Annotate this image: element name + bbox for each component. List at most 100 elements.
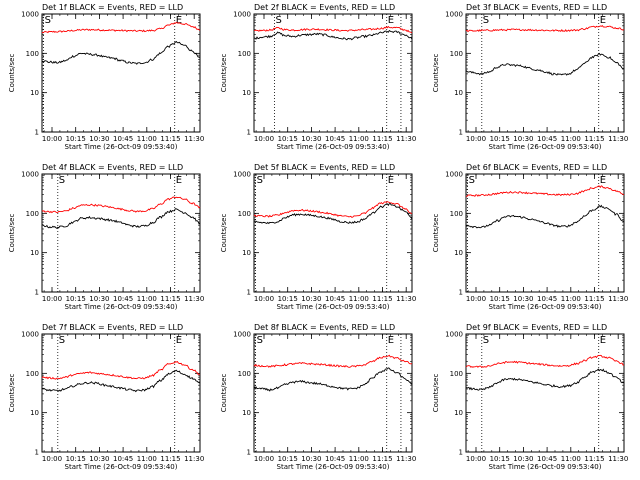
x-tick-label: 10:00	[42, 135, 62, 143]
events-series-line	[465, 52, 625, 76]
plot-frame	[253, 13, 413, 133]
x-axis-label: Start Time (26-Oct-09 09:53:40)	[65, 143, 178, 151]
x-axis: 10:00 10:15 10:30 10:45 11:00 11:15 11:30 Start…	[42, 334, 204, 471]
panel-det-5f: Det 5f BLACK = Events, RED = LLD 1 10 100 10…	[220, 163, 416, 311]
x-tick-label: 10:00	[466, 455, 486, 463]
x-tick-label: 10:15	[490, 295, 510, 303]
y-tick-label: 10	[242, 409, 251, 417]
y-tick-label: 10	[242, 249, 251, 257]
panel-title: Det 2f BLACK = Events, RED = LLD	[254, 3, 395, 12]
panel-title: Det 9f BLACK = Events, RED = LLD	[466, 323, 607, 332]
x-axis-label: Start Time (26-Oct-09 09:53:40)	[489, 463, 602, 471]
y-tick-label: 100	[26, 210, 39, 218]
y-axis: 1 10 100 1000 Counts/sec	[432, 331, 624, 457]
events-series-line	[465, 204, 625, 229]
plot-frame	[253, 333, 413, 453]
x-axis-label: Start Time (26-Oct-09 09:53:40)	[489, 303, 602, 311]
x-tick-label: 11:15	[584, 135, 604, 143]
x-tick-label: 10:15	[66, 455, 86, 463]
marker-label-S: S	[483, 15, 489, 26]
y-tick-label: 1	[247, 289, 251, 297]
x-tick-label: 10:45	[113, 295, 133, 303]
y-tick-label: 10	[454, 409, 463, 417]
x-tick-label: 10:30	[301, 295, 321, 303]
x-tick-label: 10:15	[278, 295, 298, 303]
panel-title: Det 3f BLACK = Events, RED = LLD	[466, 3, 607, 12]
y-axis: 1 10 100 1000 Counts/sec	[432, 11, 624, 137]
x-axis-label: Start Time (26-Oct-09 09:53:40)	[277, 303, 390, 311]
y-tick-label: 1000	[445, 11, 463, 19]
y-tick-label: 1	[459, 449, 463, 457]
y-tick-label: 100	[238, 370, 251, 378]
y-axis: 1 10 100 1000 Counts/sec	[432, 171, 624, 297]
x-tick-label: 10:00	[42, 455, 62, 463]
marker-label-S: S	[469, 175, 475, 186]
y-axis: 1 10 100 1000 Counts/sec	[220, 331, 412, 457]
x-tick-label: 10:30	[513, 135, 533, 143]
x-axis-label: Start Time (26-Oct-09 09:53:40)	[489, 143, 602, 151]
y-tick-label: 100	[450, 50, 463, 58]
y-axis-label: Counts/sec	[8, 54, 16, 93]
x-tick-label: 10:00	[254, 135, 274, 143]
y-tick-label: 100	[26, 370, 39, 378]
x-tick-label: 11:30	[184, 455, 204, 463]
x-tick-label: 10:15	[490, 455, 510, 463]
x-tick-label: 10:45	[113, 135, 133, 143]
lld-series-line	[41, 21, 201, 34]
y-tick-label: 1000	[21, 331, 39, 339]
y-tick-label: 1	[247, 449, 251, 457]
panel-det-1f: Det 1f BLACK = Events, RED = LLD11010010…	[8, 3, 204, 151]
x-tick-label: 10:30	[89, 455, 109, 463]
marker-label-S: S	[59, 335, 65, 346]
y-tick-label: 100	[238, 50, 251, 58]
y-axis: 1 10 100 1000 Counts/sec	[8, 171, 200, 297]
x-axis: 10:00 10:15 10:30 10:45 11:00 11:15 11:30 Start…	[466, 334, 628, 471]
y-tick-label: 1000	[21, 11, 39, 19]
y-tick-label: 1	[247, 129, 251, 137]
x-tick-label: 10:45	[537, 135, 557, 143]
marker-label-S: S	[257, 335, 263, 346]
panel-det-4f: Det 4f BLACK = Events, RED = LLD11010010…	[8, 163, 204, 311]
y-tick-label: 1000	[233, 171, 251, 179]
x-tick-label: 11:15	[372, 295, 392, 303]
y-tick-label: 1	[35, 129, 39, 137]
events-series-line	[253, 203, 413, 225]
plot-frame	[465, 173, 625, 293]
x-axis-label: Start Time (26-Oct-09 09:53:40)	[65, 463, 178, 471]
x-axis: 10:00 10:15 10:30 10:45 11:00 11:15 11:30 Start…	[254, 14, 416, 151]
x-axis: 10:00 10:15 10:30 10:45 11:00 11:15 11:30 Start…	[254, 334, 416, 471]
x-axis: 10:00 10:15 10:30 10:45 11:00 11:15 11:30 Start…	[466, 174, 628, 311]
plot-frame	[41, 173, 201, 293]
marker-label-E: E	[388, 175, 394, 186]
x-axis-label: Start Time (26-Oct-09 09:53:40)	[277, 143, 390, 151]
x-tick-label: 11:15	[372, 455, 392, 463]
x-tick-label: 10:45	[325, 135, 345, 143]
marker-label-S: S	[276, 15, 282, 26]
marker-label-S: S	[483, 335, 489, 346]
marker-label-E: E	[388, 335, 394, 346]
x-tick-label: 10:15	[278, 455, 298, 463]
x-tick-label: 11:00	[561, 455, 581, 463]
y-tick-label: 100	[238, 210, 251, 218]
lld-series-line	[253, 354, 413, 368]
x-tick-label: 10:45	[325, 295, 345, 303]
x-tick-label: 10:45	[537, 295, 557, 303]
marker-label-S: S	[59, 175, 65, 186]
panel-title: Det 8f BLACK = Events, RED = LLD	[254, 323, 395, 332]
y-tick-label: 100	[450, 370, 463, 378]
x-axis: 10:00 10:15 10:30 10:45 11:00 11:15 11:30 Start…	[42, 14, 204, 151]
y-axis-label: Counts/sec	[8, 374, 16, 413]
events-series-line	[42, 40, 201, 65]
y-tick-label: 10	[30, 89, 39, 97]
x-tick-label: 11:00	[137, 135, 157, 143]
panel-title: Det 5f BLACK = Events, RED = LLD	[254, 163, 395, 172]
y-tick-label: 10	[454, 89, 463, 97]
y-axis: 1 10 100 1000 Counts/sec	[8, 11, 200, 137]
y-axis: 1 10 100 1000 Counts/sec	[8, 331, 200, 457]
lld-series-line	[41, 196, 201, 214]
events-series-line	[253, 367, 413, 392]
